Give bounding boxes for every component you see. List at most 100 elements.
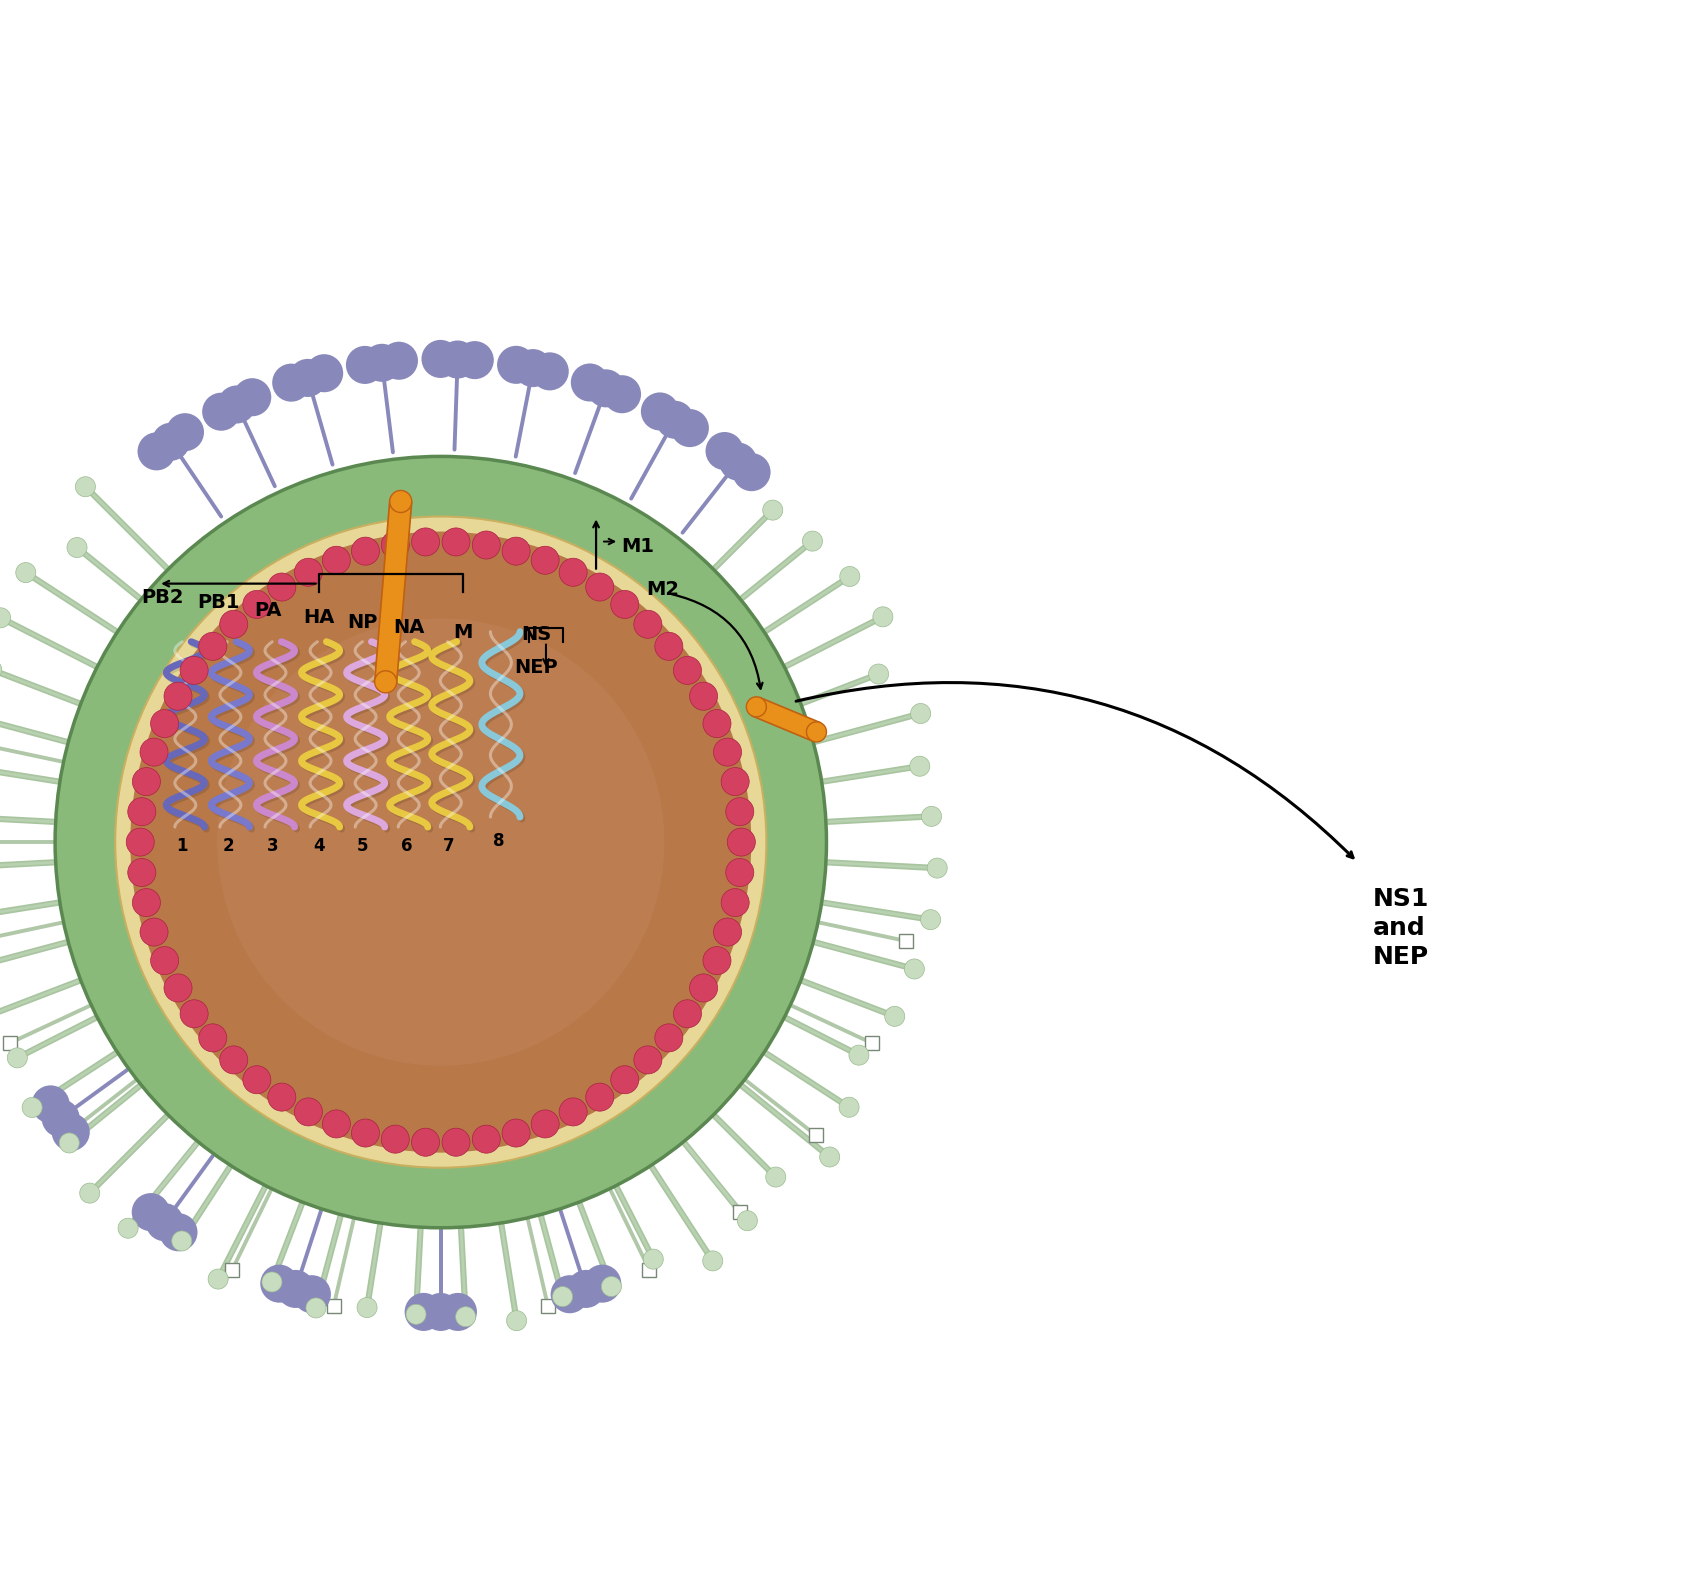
Circle shape [868, 664, 888, 684]
Circle shape [217, 618, 664, 1066]
Circle shape [910, 703, 930, 724]
Circle shape [293, 1275, 331, 1313]
Circle shape [473, 531, 500, 559]
Circle shape [267, 1083, 296, 1110]
Text: 3: 3 [266, 836, 278, 855]
Circle shape [745, 697, 765, 718]
Text: 4: 4 [313, 836, 325, 855]
Circle shape [420, 341, 459, 379]
Circle shape [267, 573, 296, 600]
FancyBboxPatch shape [135, 1205, 148, 1220]
Circle shape [352, 1118, 378, 1147]
Circle shape [128, 798, 156, 825]
Circle shape [506, 1310, 526, 1331]
Circle shape [272, 364, 309, 402]
Circle shape [202, 393, 241, 431]
Circle shape [160, 1213, 197, 1251]
Circle shape [294, 558, 323, 586]
Circle shape [513, 348, 552, 386]
Circle shape [703, 710, 730, 738]
FancyBboxPatch shape [809, 1128, 822, 1142]
FancyBboxPatch shape [434, 1312, 447, 1324]
Circle shape [380, 342, 417, 380]
Circle shape [234, 379, 271, 417]
Circle shape [163, 683, 192, 710]
Circle shape [602, 375, 641, 413]
Circle shape [873, 607, 893, 627]
Circle shape [690, 683, 717, 710]
Circle shape [762, 501, 782, 520]
Text: PB2: PB2 [141, 588, 183, 607]
Circle shape [180, 656, 209, 684]
Text: 7: 7 [442, 836, 454, 855]
Circle shape [150, 947, 178, 974]
Text: NEP: NEP [513, 657, 557, 676]
Circle shape [634, 1045, 661, 1074]
Circle shape [133, 889, 160, 917]
Circle shape [262, 1272, 283, 1293]
Circle shape [126, 828, 155, 855]
Circle shape [910, 756, 928, 776]
Circle shape [558, 1098, 587, 1126]
Text: PA: PA [254, 600, 283, 619]
Circle shape [567, 1270, 604, 1308]
Circle shape [323, 1110, 350, 1137]
Circle shape [198, 632, 227, 661]
Circle shape [289, 360, 326, 398]
Circle shape [52, 1114, 89, 1152]
FancyBboxPatch shape [733, 1205, 747, 1220]
FancyBboxPatch shape [865, 1036, 878, 1050]
Circle shape [382, 1125, 409, 1153]
Circle shape [922, 806, 940, 827]
Circle shape [198, 1023, 227, 1052]
Text: M2: M2 [646, 580, 680, 599]
Circle shape [839, 1098, 858, 1117]
Text: NA: NA [394, 618, 424, 637]
Circle shape [357, 1297, 377, 1318]
Text: M: M [452, 623, 473, 642]
Circle shape [56, 456, 826, 1228]
Circle shape [261, 1264, 298, 1302]
Circle shape [390, 491, 412, 513]
Circle shape [690, 974, 717, 1003]
Circle shape [718, 442, 757, 480]
Text: PB1: PB1 [197, 592, 239, 611]
Circle shape [725, 798, 754, 825]
Circle shape [558, 558, 587, 586]
Circle shape [848, 1045, 868, 1064]
Circle shape [32, 1085, 69, 1123]
Circle shape [375, 670, 397, 692]
Circle shape [839, 567, 860, 586]
Circle shape [242, 1066, 271, 1095]
Circle shape [765, 1167, 785, 1186]
Circle shape [217, 385, 256, 423]
Circle shape [585, 1083, 614, 1110]
FancyBboxPatch shape [643, 1262, 656, 1277]
Circle shape [903, 958, 923, 979]
Text: NS: NS [520, 624, 550, 643]
Circle shape [656, 401, 693, 439]
Circle shape [209, 1269, 229, 1289]
Circle shape [732, 453, 770, 491]
Circle shape [587, 369, 624, 407]
Circle shape [276, 1270, 315, 1308]
Circle shape [67, 537, 87, 558]
FancyBboxPatch shape [59, 1128, 72, 1142]
Circle shape [456, 341, 493, 379]
Circle shape [0, 659, 2, 680]
Circle shape [42, 1099, 79, 1137]
Circle shape [352, 537, 378, 565]
Circle shape [22, 1098, 42, 1117]
Circle shape [673, 1000, 701, 1028]
Text: 5: 5 [357, 836, 368, 855]
Circle shape [76, 477, 96, 497]
Circle shape [584, 1264, 621, 1302]
Circle shape [242, 591, 271, 618]
Circle shape [422, 1293, 459, 1331]
Text: 1: 1 [177, 836, 188, 855]
Circle shape [713, 919, 742, 946]
Circle shape [532, 546, 558, 575]
Circle shape [130, 532, 750, 1153]
Circle shape [439, 1293, 476, 1331]
Circle shape [611, 1066, 639, 1095]
